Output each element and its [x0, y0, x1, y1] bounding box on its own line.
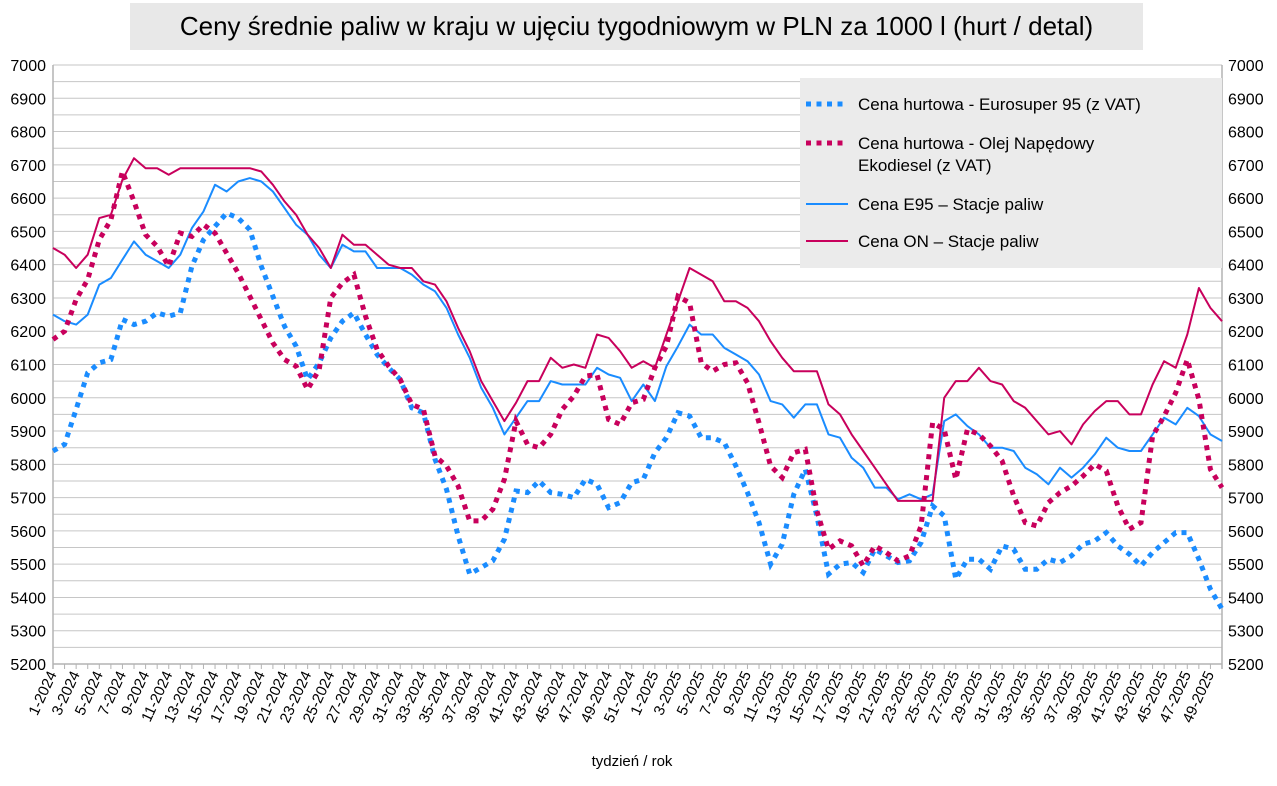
series-line-3 — [52, 157, 1223, 502]
y-tick-label-left: 5600 — [10, 524, 46, 541]
y-tick-label-right: 5200 — [1228, 657, 1264, 674]
y-tick-label-left: 5400 — [10, 590, 46, 607]
y-tick-label-right: 6300 — [1228, 291, 1264, 308]
y-tick-label-right: 6900 — [1228, 91, 1264, 108]
y-tick-label-left: 6000 — [10, 391, 46, 408]
series-line-0 — [51, 210, 1225, 611]
y-tick-label-left: 6100 — [10, 358, 46, 375]
y-tick-label-right: 6100 — [1228, 358, 1264, 375]
legend-label: Cena hurtowa - Eurosuper 95 (z VAT) — [858, 95, 1141, 114]
y-tick-label-right: 6500 — [1228, 224, 1264, 241]
series-lines — [51, 157, 1225, 611]
y-tick-label-left: 5300 — [10, 624, 46, 641]
y-tick-label-left: 6400 — [10, 258, 46, 275]
y-axis-right-labels: 5200 5300 5400 5500 5600 5700 5800 5900 6000 6100… — [1228, 58, 1264, 674]
y-tick-label-right: 5800 — [1228, 457, 1264, 474]
y-tick-label-right: 5400 — [1228, 590, 1264, 607]
legend: Cena hurtowa - Eurosuper 95 (z VAT) Cena … — [800, 78, 1222, 268]
y-tick-label-left: 6700 — [10, 158, 46, 175]
legend-box — [800, 78, 1222, 268]
y-tick-label-right: 5700 — [1228, 491, 1264, 508]
y-tick-label-left: 5800 — [10, 457, 46, 474]
y-tick-label-right: 6000 — [1228, 391, 1264, 408]
y-tick-label-left: 5900 — [10, 424, 46, 441]
y-axis-left-labels: 5200 5300 5400 5500 5600 5700 5800 5900 6000 6100… — [10, 58, 46, 674]
y-tick-label-right: 5900 — [1228, 424, 1264, 441]
y-tick-label-left: 5200 — [10, 657, 46, 674]
y-tick-label-left: 5700 — [10, 491, 46, 508]
axes — [52, 65, 1223, 669]
y-tick-label-left: 6900 — [10, 91, 46, 108]
series-line-2 — [52, 177, 1223, 501]
y-tick-label-right: 6800 — [1228, 125, 1264, 142]
x-axis-title: tydzień / rok — [592, 753, 673, 770]
legend-label: Cena ON – Stacje paliw — [858, 232, 1039, 251]
y-tick-label-left: 6500 — [10, 224, 46, 241]
y-tick-label-left: 6300 — [10, 291, 46, 308]
x-axis-labels: 1-20243-20245-20247-20249-202411-202413-… — [25, 669, 1218, 726]
y-tick-label-right: 6200 — [1228, 324, 1264, 341]
y-tick-label-right: 5500 — [1228, 557, 1264, 574]
chart-title: Ceny średnie paliw w kraju w ujęciu tygo… — [130, 3, 1143, 50]
y-tick-label-right: 6400 — [1228, 258, 1264, 275]
y-tick-label-left: 7000 — [10, 58, 46, 75]
legend-label: Cena hurtowa - Olej Napędowy — [858, 134, 1095, 153]
legend-label: Ekodiesel (z VAT) — [858, 156, 992, 175]
y-tick-label-left: 6800 — [10, 125, 46, 142]
y-tick-label-left: 5500 — [10, 557, 46, 574]
y-tick-label-right: 5600 — [1228, 524, 1264, 541]
legend-label: Cena E95 – Stacje paliw — [858, 195, 1044, 214]
y-tick-label-right: 7000 — [1228, 58, 1264, 75]
y-tick-label-left: 6200 — [10, 324, 46, 341]
y-tick-label-left: 6600 — [10, 191, 46, 208]
y-tick-label-right: 6700 — [1228, 158, 1264, 175]
y-tick-label-right: 5300 — [1228, 624, 1264, 641]
series-line-1 — [51, 163, 1225, 571]
y-tick-label-right: 6600 — [1228, 191, 1264, 208]
